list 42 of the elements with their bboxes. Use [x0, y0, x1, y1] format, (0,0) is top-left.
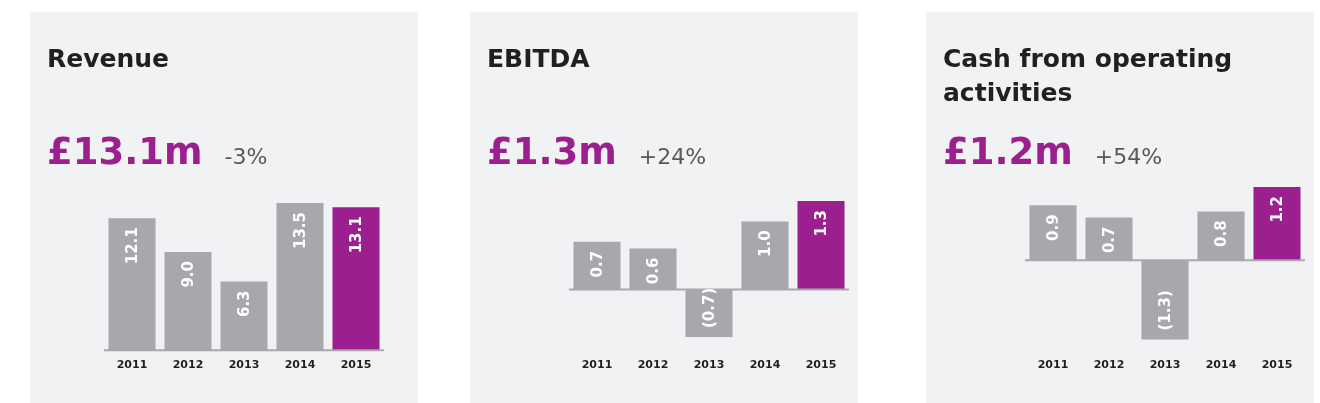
- bar: [1253, 187, 1301, 261]
- x-tick-label: 2014: [1205, 358, 1237, 371]
- x-tick-label: 2011: [116, 357, 148, 371]
- x-tick-label: 2014: [749, 357, 781, 371]
- data-label: 13.5: [291, 212, 309, 249]
- chart-subtitle: £13.1m: [47, 130, 203, 173]
- x-tick-label: 2013: [1149, 358, 1181, 371]
- bar: [797, 201, 845, 290]
- text: -3%: [224, 144, 268, 169]
- x-tick-label: 2012: [1093, 358, 1125, 371]
- x-tick-label: 2012: [637, 357, 669, 371]
- chart-subtitle: £1.3m: [487, 130, 617, 173]
- chart-title: Revenue: [47, 43, 170, 75]
- data-label: 0.9: [1044, 214, 1062, 241]
- data-label: 13.1: [346, 216, 365, 254]
- x-tick-label: 2015: [340, 357, 372, 371]
- x-tick-label: 2012: [172, 357, 204, 371]
- data-label: (0.7): [700, 287, 718, 328]
- chart-title: EBITDA: [487, 43, 591, 75]
- data-label: 9.0: [179, 261, 197, 288]
- x-tick-label: 2015: [805, 357, 837, 371]
- data-label: 6.3: [235, 290, 253, 318]
- data-label: 12.1: [123, 227, 142, 265]
- x-tick-label: 2015: [1261, 358, 1293, 371]
- data-label: 0.7: [1100, 226, 1118, 254]
- bar: [332, 207, 380, 351]
- data-label: 0.8: [1212, 220, 1230, 247]
- data-label: 1.2: [1268, 196, 1286, 223]
- text: +24%: [638, 144, 707, 169]
- x-tick-label: 2011: [581, 357, 613, 371]
- data-label: (1.3): [1156, 290, 1174, 331]
- data-label: 1.3: [812, 210, 830, 237]
- x-tick-label: 2011: [1037, 358, 1069, 371]
- x-tick-label: 2013: [693, 357, 725, 371]
- text: +54%: [1094, 144, 1163, 169]
- chart-subtitle: £1.2m: [943, 130, 1073, 173]
- x-tick-label: 2013: [228, 357, 260, 371]
- chart-title: Cash from operating activities: [943, 43, 1234, 109]
- data-label: 0.7: [588, 250, 606, 278]
- data-label: 1.0: [756, 230, 774, 257]
- x-tick-label: 2014: [284, 357, 316, 371]
- data-label: 0.6: [644, 257, 662, 285]
